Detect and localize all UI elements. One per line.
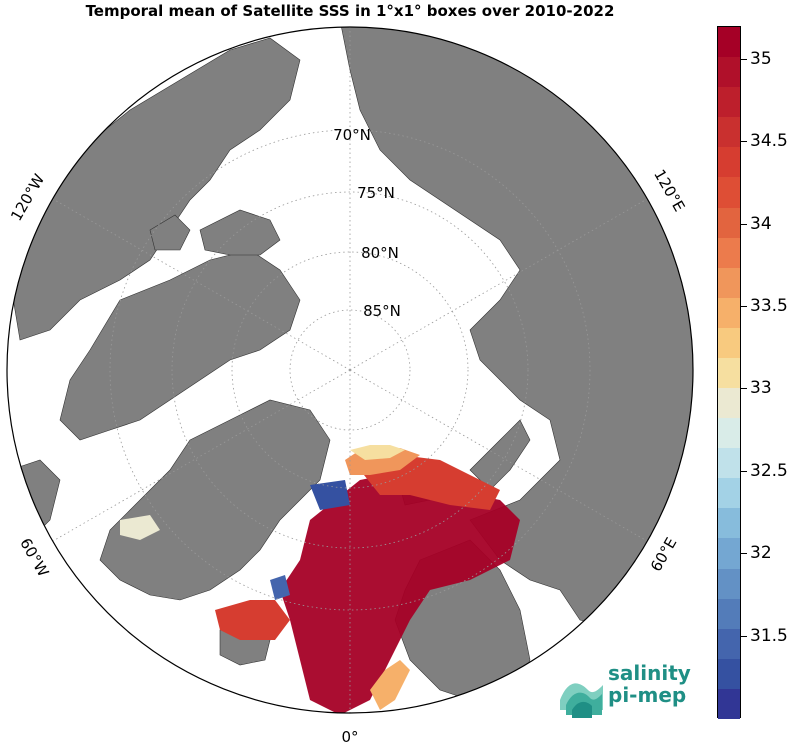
colorbar-segment xyxy=(718,418,740,449)
colorbar-segment xyxy=(718,177,740,208)
sss-field xyxy=(120,445,520,713)
lat-label-80: 80°N xyxy=(361,244,399,262)
colorbar-segment xyxy=(718,297,740,329)
colorbar-tick xyxy=(741,388,747,390)
colorbar-tick xyxy=(741,223,747,225)
lat-label-85: 85°N xyxy=(363,302,401,320)
lat-label-75: 75°N xyxy=(357,184,395,202)
lon-label-0: 0° xyxy=(341,728,358,746)
colorbar-segment xyxy=(718,27,740,58)
colorbar-segment xyxy=(718,568,740,600)
colorbar-segment xyxy=(718,207,740,239)
colorbar-segment xyxy=(718,87,740,118)
colorbar-tick-label: 34 xyxy=(750,213,772,234)
colorbar-tick-label: 31.5 xyxy=(750,625,788,646)
colorbar-segment xyxy=(718,237,740,269)
colorbar-segment xyxy=(718,327,740,359)
colorbar-segment xyxy=(718,147,740,178)
colorbar-tick-label: 32.5 xyxy=(750,460,788,481)
colorbar-tick-label: 35 xyxy=(750,48,772,69)
colorbar-tick-label: 34.5 xyxy=(750,131,788,152)
colorbar-tick xyxy=(741,306,747,308)
lon-label-120w: 120°W xyxy=(7,171,48,224)
colorbar-segment xyxy=(718,628,740,660)
colorbar-tick-label: 32 xyxy=(750,543,772,564)
colorbar-tick xyxy=(741,141,747,143)
colorbar-segment xyxy=(718,538,740,570)
colorbar-tick-label: 33 xyxy=(750,378,772,399)
logo-line1: salinity xyxy=(608,661,691,685)
lon-label-60e: 60°E xyxy=(647,534,681,574)
colorbar-tick xyxy=(741,470,747,472)
colorbar-segment xyxy=(718,598,740,630)
colorbar-segment xyxy=(718,478,740,509)
colorbar-segment xyxy=(718,688,740,720)
colorbar-segment xyxy=(718,448,740,479)
colorbar-segment xyxy=(718,267,740,299)
colorbar-tick xyxy=(741,58,747,60)
logo-line2: pi-mep xyxy=(608,683,686,707)
colorbar-segment xyxy=(718,357,740,389)
lat-label-70: 70°N xyxy=(333,126,371,144)
colorbar-tick-label: 33.5 xyxy=(750,296,788,317)
colorbar-tick xyxy=(741,553,747,555)
map-title: Temporal mean of Satellite SSS in 1°x1° … xyxy=(85,2,615,20)
map-boundary xyxy=(6,26,694,714)
logo-icon: salinity pi-mep xyxy=(560,661,691,718)
lon-label-120e: 120°E xyxy=(650,166,688,214)
graticule xyxy=(52,27,648,713)
colorbar-segment xyxy=(718,57,740,88)
colorbar-segment xyxy=(718,508,740,539)
colorbar-tick xyxy=(741,635,747,637)
colorbar-segment xyxy=(718,388,740,419)
colorbar-segment xyxy=(718,117,740,148)
colorbar xyxy=(717,26,741,720)
lon-label-60w: 60°W xyxy=(16,535,52,580)
colorbar-segment xyxy=(718,658,740,690)
polar-map: 70°N 75°N 80°N 85°N 120°W 120°E 60°W 60°… xyxy=(6,26,694,746)
salinity-pimep-logo: salinity pi-mep xyxy=(558,660,698,720)
